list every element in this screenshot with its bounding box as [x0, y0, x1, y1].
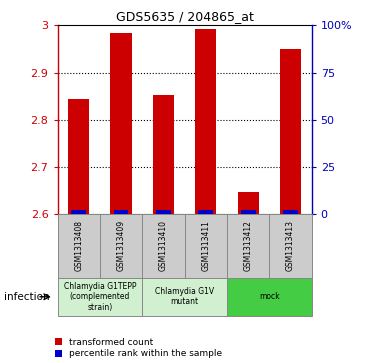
Bar — [195, 29, 216, 214]
Text: GSM1313410: GSM1313410 — [159, 220, 168, 272]
Text: Chlamydia G1V
mutant: Chlamydia G1V mutant — [155, 287, 214, 306]
Bar — [142, 214, 185, 278]
Bar — [100, 214, 142, 278]
Bar — [237, 192, 259, 214]
Bar — [227, 214, 269, 278]
Text: GSM1313411: GSM1313411 — [201, 220, 210, 272]
Bar — [142, 278, 227, 316]
Bar — [58, 214, 100, 278]
Bar — [71, 211, 86, 214]
Text: GSM1313412: GSM1313412 — [244, 220, 253, 272]
Legend: transformed count, percentile rank within the sample: transformed count, percentile rank withi… — [55, 338, 222, 359]
Bar — [153, 95, 174, 214]
Bar — [269, 214, 312, 278]
Bar — [114, 211, 128, 214]
Text: infection: infection — [4, 292, 49, 302]
Bar — [156, 211, 171, 214]
Bar — [185, 214, 227, 278]
Bar — [283, 211, 298, 214]
Bar — [198, 211, 213, 214]
Text: Chlamydia G1TEPP
(complemented
strain): Chlamydia G1TEPP (complemented strain) — [63, 282, 136, 312]
Bar — [227, 278, 312, 316]
Title: GDS5635 / 204865_at: GDS5635 / 204865_at — [116, 10, 253, 23]
Text: GSM1313408: GSM1313408 — [74, 220, 83, 272]
Bar — [68, 99, 89, 214]
Bar — [111, 33, 132, 214]
Bar — [241, 211, 256, 214]
Text: GSM1313409: GSM1313409 — [116, 220, 125, 272]
Text: mock: mock — [259, 292, 280, 301]
Bar — [280, 49, 301, 214]
Bar — [58, 278, 142, 316]
Text: GSM1313413: GSM1313413 — [286, 220, 295, 272]
